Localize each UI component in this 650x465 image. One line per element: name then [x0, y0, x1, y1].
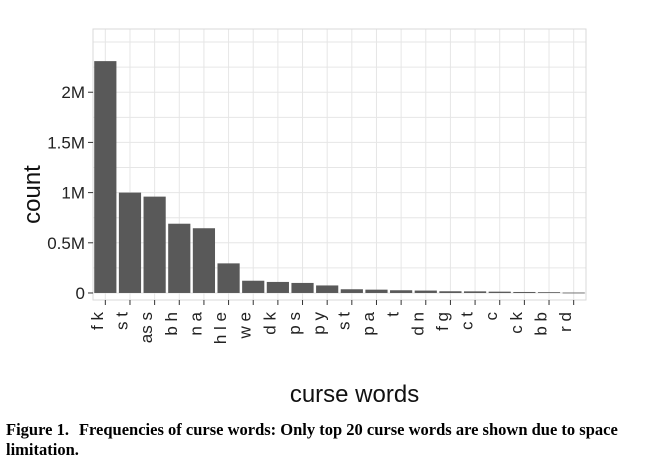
x-tick-label: b h: [162, 312, 181, 336]
figure-caption-label: Figure 1.: [6, 420, 69, 439]
bar: [439, 291, 462, 293]
bar: [537, 292, 561, 293]
bar: [390, 290, 413, 293]
y-tick-label: 2M: [61, 83, 85, 102]
figure-caption-text: Frequencies of curse words: Only top 20 …: [6, 420, 618, 459]
bar: [118, 192, 142, 293]
bar: [94, 61, 117, 293]
y-tick-label: 1.5M: [47, 133, 85, 152]
bar: [291, 282, 314, 293]
plot-panel-border: [92, 28, 587, 301]
x-tick-label: s t: [112, 312, 131, 330]
x-tick-label: c k: [507, 312, 526, 334]
y-axis-title: count: [19, 165, 46, 224]
x-tick-label: n a: [186, 311, 205, 335]
x-tick-label: w e: [236, 312, 255, 339]
x-tick-label: h l e: [211, 312, 230, 344]
bar: [316, 285, 339, 293]
y-axis: 0 0.5M 1M 1.5M 2M: [47, 83, 93, 303]
x-tick-label: as s: [137, 312, 156, 343]
x-tick-label: c: [482, 312, 501, 321]
x-tick-label: f k: [88, 312, 107, 330]
x-tick-label: d n: [408, 312, 427, 336]
x-tick-label: s t: [334, 312, 353, 330]
bar: [365, 289, 388, 293]
y-tick-label: 0.5M: [47, 234, 85, 253]
bar: [217, 263, 240, 293]
bar: [242, 280, 265, 293]
x-tick-label: p y: [310, 312, 329, 335]
x-tick-label: p s: [285, 312, 304, 335]
bar: [562, 292, 585, 294]
x-tick-label: r d: [556, 312, 575, 332]
bar: [513, 291, 536, 293]
x-tick-label: p a: [359, 311, 378, 335]
bar-chart: 0 0.5M 1M 1.5M 2M f k s t as s b h n a h l e w e d …: [19, 28, 587, 408]
bar: [192, 228, 216, 293]
bar: [488, 291, 511, 293]
x-tick-label: b b: [532, 312, 551, 336]
bar: [143, 196, 166, 293]
figure-caption: Figure 1. Frequencies of curse words: Onl…: [6, 420, 636, 460]
y-tick-label: 0: [76, 284, 85, 303]
bar: [414, 290, 437, 293]
y-tick-label: 1M: [61, 184, 85, 203]
bar: [463, 291, 487, 293]
x-tick-label: d k: [260, 312, 279, 335]
x-tick-label: f g: [433, 312, 452, 331]
grid-layer: [93, 29, 586, 300]
bar: [340, 289, 363, 293]
x-tick-label: t: [384, 312, 403, 317]
bar: [168, 223, 191, 293]
x-axis: f k s t as s b h n a h l e w e d k p s p y s t p a t…: [88, 300, 575, 344]
x-tick-label: c t: [458, 312, 477, 330]
bar: [266, 281, 289, 293]
x-axis-title: curse words: [290, 381, 419, 408]
bars-layer: [94, 61, 585, 294]
